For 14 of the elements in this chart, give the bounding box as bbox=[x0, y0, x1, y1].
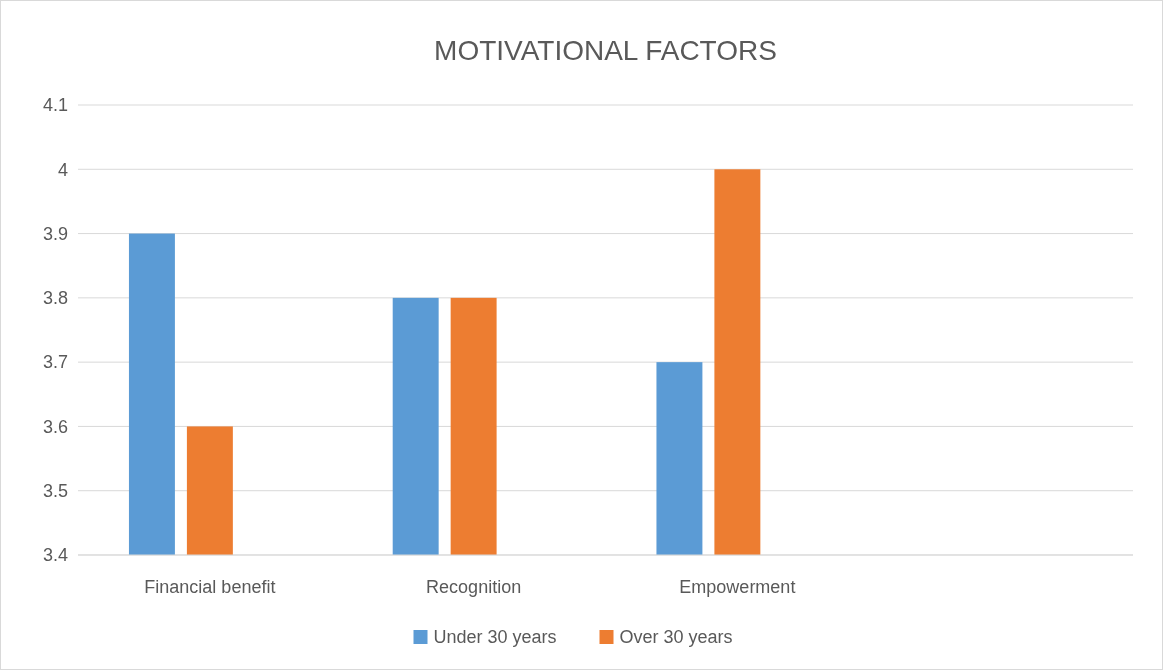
y-tick-label: 3.8 bbox=[42, 288, 68, 309]
x-tick-label: Empowerment bbox=[679, 577, 796, 597]
y-tick-label: 3.9 bbox=[42, 223, 68, 244]
y-tick-label: 3.4 bbox=[42, 545, 68, 566]
y-tick-label: 4.1 bbox=[42, 95, 68, 116]
x-tick-label: Financial benefit bbox=[144, 577, 276, 597]
y-tick-label: 4 bbox=[57, 159, 68, 180]
y-tick-label: 3.7 bbox=[42, 352, 68, 373]
y-tick-label: 3.6 bbox=[42, 416, 68, 437]
chart-title: MOTIVATIONAL FACTORS bbox=[434, 35, 777, 66]
legend-label: Under 30 years bbox=[433, 627, 557, 648]
legend-label: Over 30 years bbox=[619, 627, 733, 648]
x-tick-label: Recognition bbox=[426, 577, 522, 597]
y-tick-label: 3.5 bbox=[42, 481, 68, 502]
